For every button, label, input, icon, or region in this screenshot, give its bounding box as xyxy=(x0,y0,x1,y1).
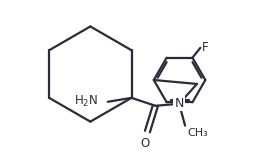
Text: O: O xyxy=(141,137,150,151)
Text: N: N xyxy=(174,97,184,110)
Text: CH₃: CH₃ xyxy=(187,128,208,138)
Text: F: F xyxy=(202,41,209,54)
Text: H$_2$N: H$_2$N xyxy=(74,94,98,109)
